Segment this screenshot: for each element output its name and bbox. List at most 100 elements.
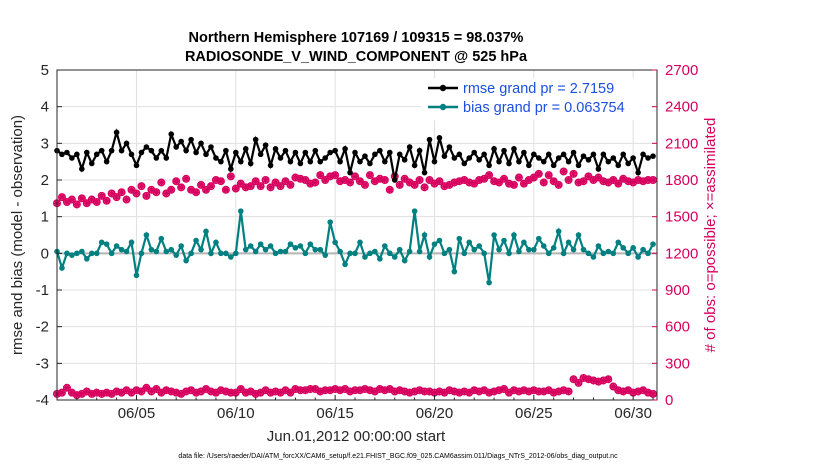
rmse-point	[471, 149, 478, 156]
rmse-point	[287, 158, 294, 165]
obs-high-assimilated-marker	[470, 180, 478, 188]
asterisk-stroke	[173, 389, 180, 396]
obs-high-assimilated-marker	[540, 178, 548, 187]
asterisk-stroke	[143, 384, 150, 391]
bias-point	[237, 208, 244, 214]
y-axis-label-right: # of obs: o=possible; ×=assimilated	[702, 118, 719, 353]
asterisk-stroke	[217, 387, 224, 394]
asterisk-stroke	[173, 178, 180, 185]
asterisk-stroke	[466, 179, 473, 186]
obs-high-assimilated-marker	[252, 177, 260, 185]
asterisk-stroke	[570, 376, 577, 383]
obs-high-assimilated-marker	[515, 173, 523, 182]
asterisk-stroke	[426, 388, 433, 395]
asterisk-stroke	[292, 385, 299, 393]
bias-point	[625, 250, 631, 257]
asterisk-stroke	[168, 186, 175, 193]
asterisk-stroke	[565, 388, 572, 395]
rmse-point	[436, 135, 443, 141]
asterisk-stroke	[93, 389, 100, 396]
obs-high-assimilated-marker	[93, 198, 101, 206]
bias-point	[108, 250, 115, 257]
asterisk-stroke	[635, 176, 642, 184]
bias-point	[575, 232, 582, 238]
obs-high-assimilated-marker	[579, 177, 588, 185]
rmse-point	[337, 158, 343, 165]
bias-point	[600, 250, 607, 257]
asterisk-stroke	[133, 387, 140, 394]
obs-high-assimilated-marker	[257, 182, 265, 190]
rmse-point	[466, 155, 473, 161]
asterisk-stroke	[207, 183, 215, 190]
bias-point	[69, 252, 75, 258]
asterisk-stroke	[346, 179, 354, 186]
asterisk-stroke	[262, 387, 269, 394]
obs-high-assimilated-marker	[560, 167, 568, 176]
bias-point	[317, 246, 324, 253]
bias-point	[506, 250, 512, 257]
asterisk-stroke	[491, 178, 498, 185]
bias-point	[173, 252, 180, 258]
bias-point	[287, 241, 294, 247]
bias-point	[620, 245, 627, 251]
asterisk-stroke	[580, 178, 587, 185]
bias-point	[123, 248, 130, 255]
rmse-point	[531, 151, 537, 158]
x-axis-label: Jun.01,2012 00:00:00 start	[267, 428, 446, 445]
bias-point	[228, 254, 234, 260]
bias-point	[605, 248, 612, 255]
obs-high-assimilated-marker	[535, 170, 543, 178]
y-tick-label-left: -4	[36, 392, 49, 409]
asterisk-stroke	[113, 388, 120, 395]
obs-high-assimilated-marker	[262, 176, 270, 184]
obs-high-assimilated-marker	[415, 176, 424, 184]
bias-point	[168, 246, 175, 253]
bias-point	[138, 250, 145, 257]
rmse-point	[451, 155, 458, 161]
bias-point	[198, 246, 204, 253]
bias-point	[332, 239, 338, 246]
asterisk-stroke	[401, 175, 408, 182]
asterisk-stroke	[386, 186, 393, 193]
obs-high-assimilated-marker	[68, 195, 76, 204]
asterisk-stroke	[207, 388, 215, 395]
bias-point	[297, 243, 304, 249]
asterisk-stroke	[93, 198, 100, 206]
bias-point	[252, 248, 259, 255]
rmse-point	[188, 136, 194, 143]
asterisk-stroke	[282, 387, 289, 394]
bias-point	[446, 246, 453, 253]
asterisk-stroke	[451, 388, 458, 395]
bias-point	[471, 246, 478, 253]
bias-point	[93, 250, 100, 257]
bias-point	[550, 245, 557, 251]
rmse-point	[506, 160, 512, 167]
obs-high-assimilated-marker	[132, 189, 141, 198]
rmse-point	[228, 166, 234, 172]
rmse-point	[580, 153, 587, 159]
asterisk-stroke	[416, 176, 423, 184]
rmse-point	[377, 147, 383, 154]
rmse-point	[372, 151, 378, 158]
rmse-point	[620, 151, 627, 158]
y-tick-label-right: 2400	[665, 99, 698, 116]
bias-point	[650, 241, 656, 247]
asterisk-stroke	[73, 201, 80, 208]
rmse-point	[332, 147, 338, 154]
asterisk-stroke	[545, 387, 552, 394]
obs-high-assimilated-marker	[197, 181, 205, 189]
asterisk-stroke	[168, 388, 175, 395]
rmse-point	[64, 149, 70, 156]
obs-high-assimilated-marker	[396, 181, 404, 189]
asterisk-stroke	[376, 175, 383, 182]
rmse-point	[416, 147, 423, 154]
asterisk-stroke	[217, 178, 224, 185]
asterisk-stroke	[88, 196, 95, 203]
obs-high-assimilated-marker	[103, 197, 111, 205]
obs-high-assimilated-marker	[232, 184, 240, 193]
rmse-point	[431, 158, 438, 165]
x-tick-label: 06/25	[515, 405, 553, 422]
asterisk-stroke	[128, 186, 135, 193]
bias-point	[496, 246, 502, 253]
